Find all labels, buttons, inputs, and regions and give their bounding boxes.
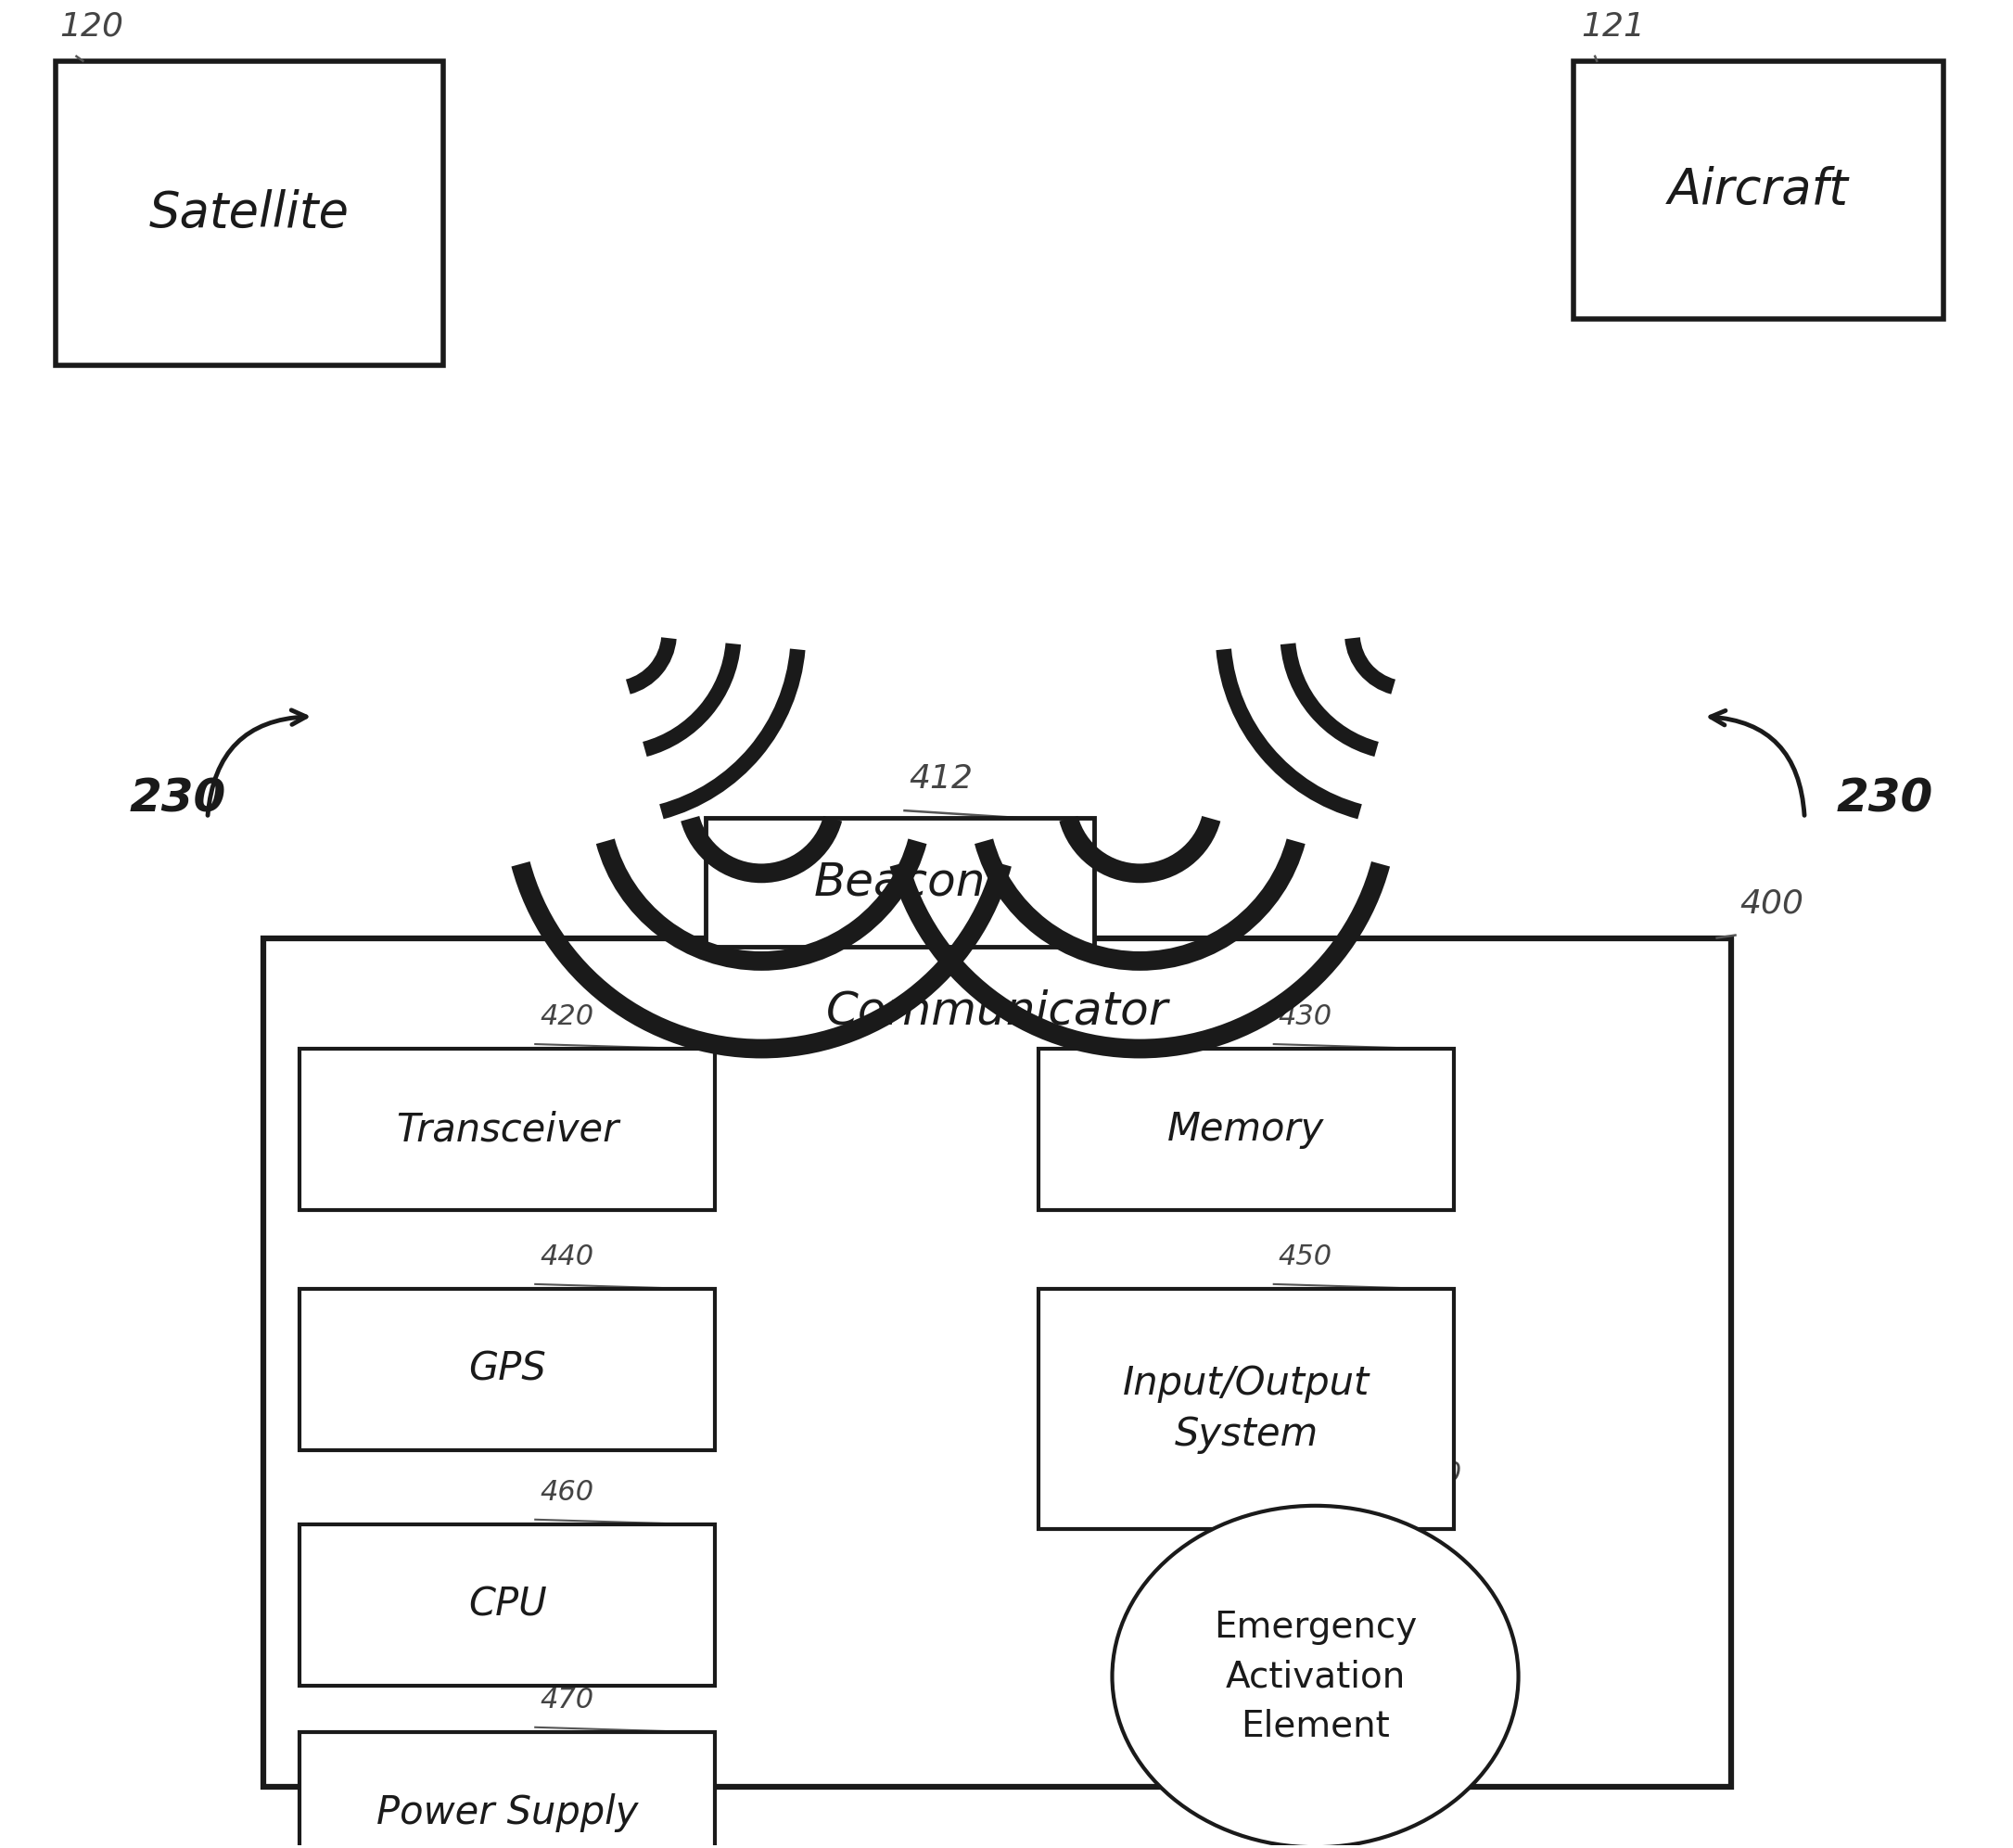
Text: 412: 412 — [910, 763, 972, 795]
Text: Memory: Memory — [1168, 1111, 1325, 1149]
Text: Transceiver: Transceiver — [397, 1111, 618, 1149]
Text: CPU: CPU — [469, 1586, 548, 1624]
Text: 460: 460 — [539, 1478, 594, 1506]
Bar — [54, 61, 443, 366]
Text: 230: 230 — [129, 776, 225, 821]
Bar — [264, 939, 1731, 1787]
Text: 450: 450 — [1278, 1244, 1333, 1270]
Text: Emergency
Activation
Element: Emergency Activation Element — [1214, 1610, 1417, 1743]
Bar — [1039, 1048, 1453, 1210]
Bar — [300, 1288, 715, 1451]
Bar — [1039, 1288, 1453, 1528]
Text: 400: 400 — [1739, 887, 1804, 920]
Text: 121: 121 — [1580, 11, 1645, 43]
Text: 420: 420 — [539, 1003, 594, 1031]
Bar — [300, 1048, 715, 1210]
Text: 440: 440 — [539, 1244, 594, 1270]
Ellipse shape — [1113, 1506, 1518, 1848]
Text: 120: 120 — [60, 11, 123, 43]
Text: 230: 230 — [1838, 776, 1934, 821]
Text: Aircraft: Aircraft — [1669, 166, 1848, 214]
Bar — [707, 819, 1093, 948]
Text: 430: 430 — [1278, 1003, 1333, 1031]
Text: Power Supply: Power Supply — [376, 1793, 638, 1831]
Bar — [300, 1525, 715, 1685]
Text: Communicator: Communicator — [825, 989, 1168, 1033]
Text: 470: 470 — [539, 1687, 594, 1713]
Text: 410: 410 — [1407, 1460, 1461, 1488]
Text: Input/Output
System: Input/Output System — [1123, 1364, 1369, 1454]
Bar — [300, 1732, 715, 1848]
Text: Beacon: Beacon — [813, 861, 986, 906]
Bar — [1574, 61, 1943, 320]
Text: GPS: GPS — [469, 1351, 546, 1390]
Text: Satellite: Satellite — [149, 188, 348, 237]
